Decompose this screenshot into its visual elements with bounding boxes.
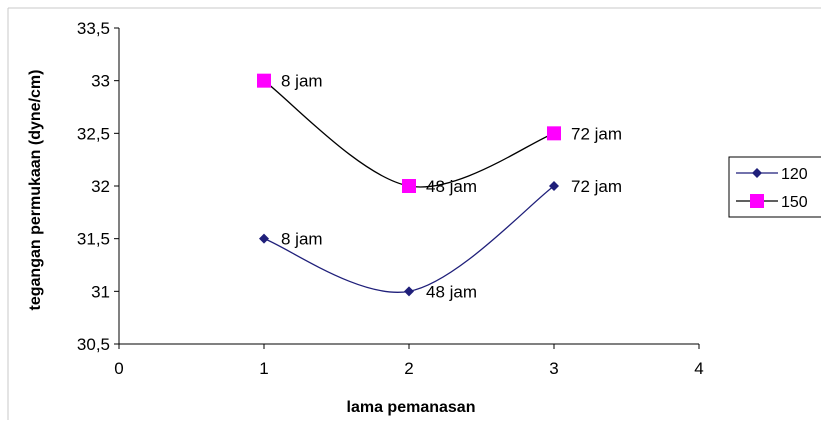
legend-box	[728, 156, 821, 218]
y-tick-label: 32	[91, 177, 110, 196]
data-point-120	[259, 233, 269, 244]
data-point-120	[404, 286, 414, 297]
chart-axes: 30,5 31 31,5 32 32,5 33 33,5 0 1 2 3 4	[77, 19, 704, 378]
data-point-150	[402, 179, 416, 193]
legend-label: 120	[781, 166, 808, 183]
data-label: 72 jam	[571, 124, 622, 143]
series-line-150	[263, 80, 555, 188]
legend-item-120: 120	[736, 166, 808, 183]
y-tick-label: 31	[91, 282, 110, 301]
legend-label: 150	[781, 194, 808, 211]
y-tick-label: 33	[91, 72, 110, 91]
data-labels: 8 jam 48 jam 72 jam 8 jam 48 jam 72 jam	[281, 72, 622, 302]
series-120	[259, 181, 559, 297]
legend-marker	[750, 194, 764, 208]
x-tick-label: 4	[694, 359, 703, 378]
series-layer	[257, 73, 561, 297]
y-axis-title: tegangan permukaan (dyne/cm)	[27, 70, 44, 311]
data-point-150	[257, 73, 271, 88]
data-label: 48 jam	[426, 177, 477, 196]
data-label: 8 jam	[281, 230, 323, 249]
x-tick-label: 1	[259, 359, 268, 378]
data-label: 72 jam	[571, 177, 622, 196]
legend: 120 150	[728, 156, 821, 218]
y-tick-label: 30,5	[77, 335, 110, 354]
x-axis-title: lama pemanasan	[347, 399, 476, 416]
y-tick-label: 32,5	[77, 124, 110, 143]
x-tick-label: 0	[114, 359, 123, 378]
data-label: 48 jam	[426, 282, 477, 301]
x-tick-label: 3	[549, 359, 558, 378]
legend-item-150: 150	[736, 194, 808, 211]
legend-marker	[752, 168, 762, 178]
data-point-120	[549, 181, 559, 191]
chart-frame	[7, 7, 821, 420]
series-150	[257, 73, 561, 193]
y-tick-label: 33,5	[77, 19, 110, 38]
x-tick-label: 2	[404, 359, 413, 378]
data-label: 8 jam	[281, 72, 323, 91]
y-tick-label: 31,5	[77, 230, 110, 249]
data-point-150	[547, 126, 561, 141]
